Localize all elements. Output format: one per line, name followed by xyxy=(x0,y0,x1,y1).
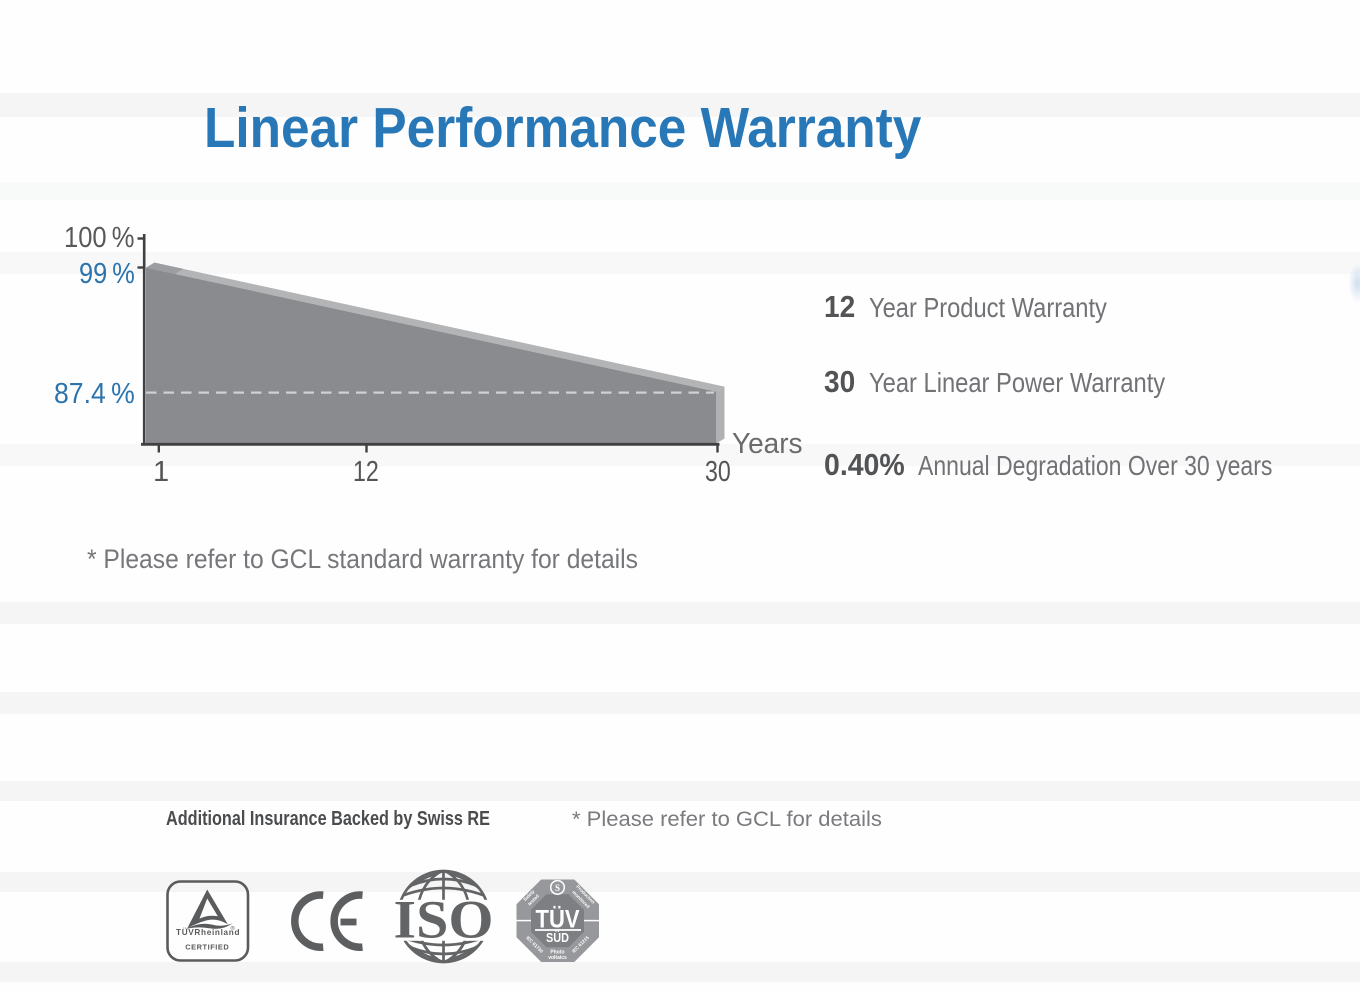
svg-text:®: ® xyxy=(231,925,236,932)
svg-text:Photo: Photo xyxy=(550,950,564,956)
svg-text:TÜV: TÜV xyxy=(536,905,580,934)
svg-text:TÜVRheinland: TÜVRheinland xyxy=(176,927,240,937)
svg-text:ISO: ISO xyxy=(394,890,494,950)
svg-text:SÜD: SÜD xyxy=(546,930,569,945)
svg-text:S: S xyxy=(555,883,560,893)
svg-text:CERTIFIED: CERTIFIED xyxy=(185,942,229,951)
svg-text:voltaics: voltaics xyxy=(548,955,567,961)
